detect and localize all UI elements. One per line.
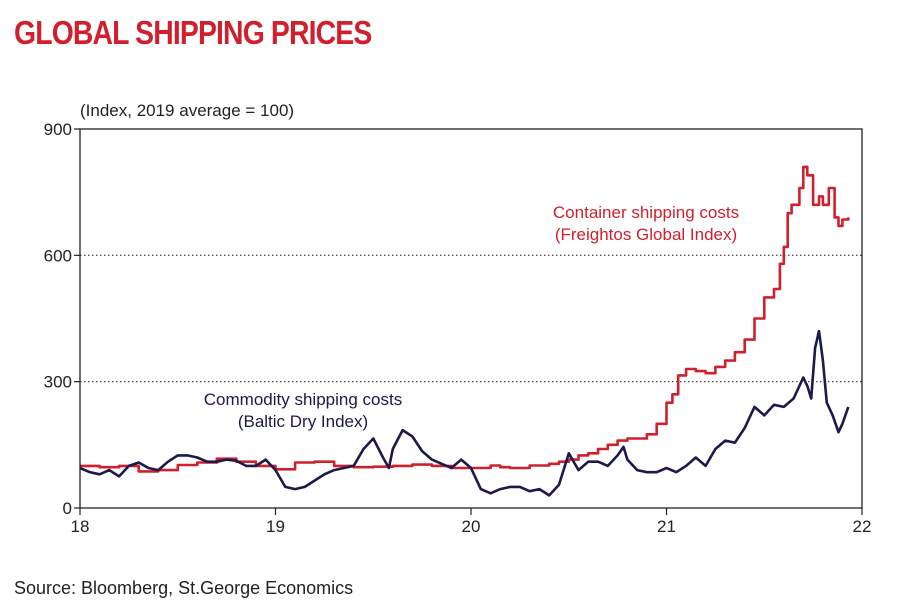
x-tick-label-18: 18	[71, 517, 90, 536]
y-tick-label-300: 300	[44, 373, 72, 392]
x-tick-label-22: 22	[853, 517, 872, 536]
y-tick-label-900: 900	[44, 120, 72, 139]
series-annotation-commodity-line-1: Commodity shipping costs	[204, 390, 402, 409]
x-tick-label-20: 20	[462, 517, 481, 536]
series-line-commodity	[79, 329, 850, 497]
series-annotation-commodity-line-2: (Baltic Dry Index)	[238, 412, 368, 431]
y-tick-label-0: 0	[63, 499, 72, 518]
series-annotation-container-line-2: (Freightos Global Index)	[555, 225, 737, 244]
series-annotation-container-line-1: Container shipping costs	[553, 203, 739, 222]
series-line-container	[80, 165, 850, 473]
x-tick-label-19: 19	[266, 517, 285, 536]
x-tick-label-21: 21	[657, 517, 676, 536]
plot-frame	[79, 128, 863, 509]
chart-title: GLOBAL SHIPPING PRICES	[14, 14, 372, 51]
y-tick-label-600: 600	[44, 246, 72, 265]
source-note: Source: Bloomberg, St.George Economics	[14, 578, 354, 598]
y-axis-unit-label: (Index, 2019 average = 100)	[80, 101, 295, 120]
